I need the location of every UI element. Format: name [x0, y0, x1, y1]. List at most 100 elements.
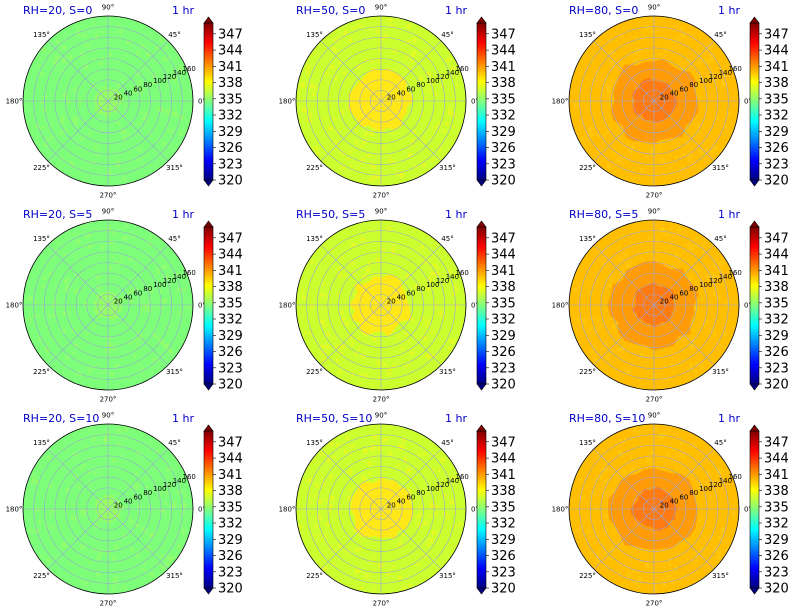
radial-tick-label: 140 [173, 69, 186, 77]
texture-speck [306, 64, 312, 70]
texture-speck [146, 51, 152, 57]
colorbar-tick-label: 329 [491, 329, 516, 344]
texture-speck [144, 303, 150, 309]
texture-speck [102, 31, 106, 34]
texture-speck [173, 112, 179, 118]
colorbar-tick-label: 347 [764, 231, 789, 246]
colorbar-tick-label: 347 [218, 27, 243, 42]
texture-speck [99, 258, 102, 261]
angle-tick-label: 225° [579, 368, 596, 376]
texture-speck [428, 265, 431, 269]
plot-subtitle: 1 hr [172, 412, 194, 425]
angle-tick-label: 270° [646, 396, 663, 404]
texture-speck [414, 284, 420, 290]
texture-speck [458, 523, 462, 527]
colorbar-tick-label: 332 [491, 517, 516, 532]
texture-speck [107, 52, 113, 58]
texture-speck [372, 434, 378, 440]
angular-gridline [107, 40, 169, 102]
texture-speck [55, 55, 61, 61]
texture-speck [393, 132, 396, 135]
radial-tick-label: 20 [387, 93, 396, 101]
texture-speck [691, 338, 696, 344]
texture-speck [407, 341, 411, 344]
texture-speck [82, 580, 88, 586]
texture-speck [650, 16, 656, 22]
texture-speck [696, 124, 701, 129]
texture-speck [617, 158, 623, 163]
texture-speck [713, 146, 718, 151]
texture-speck [140, 298, 144, 301]
texture-speck [575, 317, 581, 322]
radial-tick-label: 140 [173, 477, 186, 485]
colorbar-bar [203, 226, 214, 385]
colorbar-tick-label: 335 [218, 92, 243, 107]
texture-speck [79, 51, 85, 57]
colorbar-tick-label: 329 [764, 329, 789, 344]
angle-tick-label: 45° [441, 439, 453, 447]
texture-speck [329, 503, 334, 508]
texture-speck [35, 528, 40, 534]
texture-speck [133, 91, 137, 95]
colorbar-tick-label: 323 [764, 361, 789, 376]
texture-speck [82, 463, 87, 468]
texture-speck [401, 437, 407, 442]
texture-speck [309, 501, 313, 505]
texture-speck [41, 284, 46, 289]
colorbar-bar [476, 226, 487, 385]
texture-speck [637, 576, 642, 582]
texture-speck [595, 558, 601, 564]
radial-tick-label: 100 [426, 281, 439, 289]
texture-speck [595, 554, 600, 559]
texture-speck [657, 148, 661, 152]
texture-speck [601, 348, 605, 352]
texture-speck [705, 470, 711, 475]
texture-speck [612, 152, 616, 156]
colorbar-tick-label: 338 [218, 484, 243, 499]
texture-speck [712, 333, 716, 338]
texture-speck [44, 349, 50, 354]
angle-tick-label: 270° [100, 192, 117, 200]
texture-speck [48, 271, 53, 276]
texture-speck [602, 449, 607, 454]
texture-speck [417, 452, 421, 456]
texture-speck [123, 436, 128, 441]
texture-speck [339, 310, 344, 315]
texture-speck [590, 285, 593, 289]
texture-speck [92, 22, 95, 25]
texture-speck [116, 83, 121, 89]
colorbar-max-arrow [749, 424, 760, 432]
angle-tick-label: 270° [373, 396, 390, 404]
texture-speck [672, 35, 677, 40]
colorbar-bar [203, 22, 214, 181]
texture-speck [360, 157, 366, 163]
colorbar-tick-label: 338 [764, 76, 789, 91]
texture-speck [412, 37, 418, 43]
texture-speck [426, 324, 430, 328]
texture-speck [347, 334, 353, 341]
texture-speck [319, 473, 322, 476]
texture-speck [622, 440, 626, 445]
colorbar-tick-label: 347 [764, 27, 789, 42]
texture-speck [378, 273, 382, 277]
texture-speck [338, 267, 343, 272]
texture-speck [447, 110, 453, 116]
angle-tick-label: 180° [552, 506, 569, 514]
texture-speck [420, 245, 425, 250]
texture-speck [397, 463, 401, 466]
texture-speck [356, 337, 360, 341]
texture-speck [633, 579, 639, 585]
texture-speck [61, 48, 64, 51]
texture-speck [653, 22, 657, 26]
texture-speck [452, 292, 457, 297]
radial-tick-label: 20 [114, 93, 123, 101]
radial-tick-label: 60 [406, 493, 415, 501]
texture-speck [135, 85, 141, 91]
texture-speck [687, 32, 691, 35]
colorbar-tick-label: 347 [218, 231, 243, 246]
texture-speck [376, 29, 381, 34]
radial-tick-label: 60 [133, 289, 142, 297]
texture-speck [378, 375, 382, 380]
colorbar-tick-label: 335 [764, 296, 789, 311]
